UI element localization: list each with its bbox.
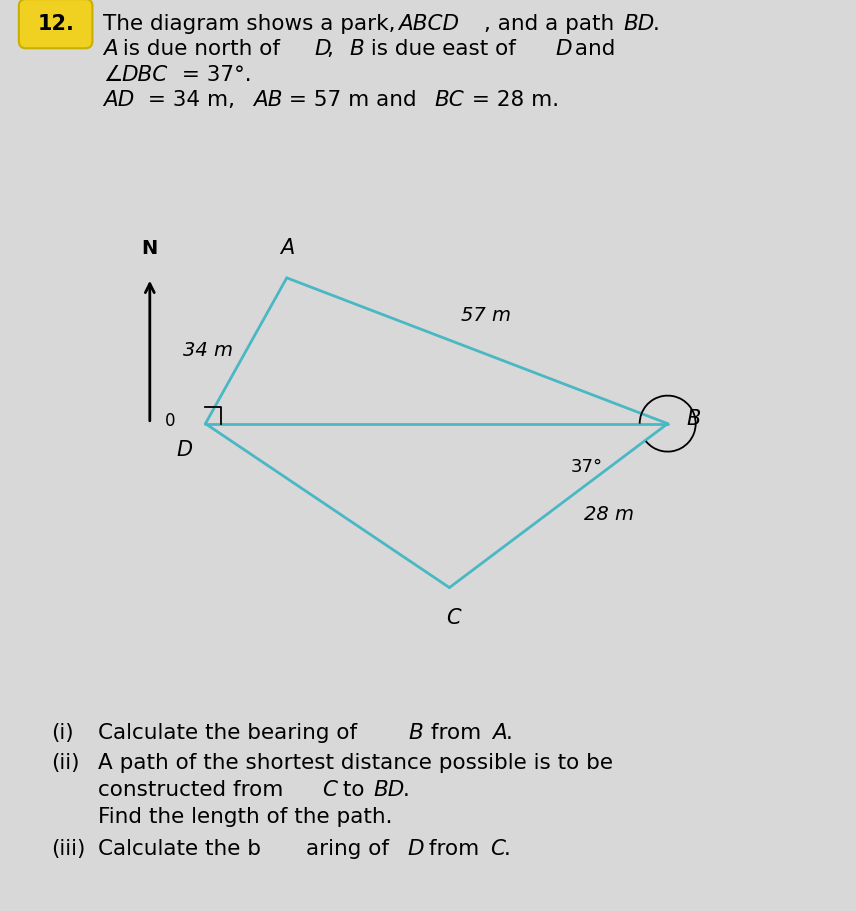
Text: BD: BD [373, 780, 405, 800]
Text: .: . [653, 14, 660, 34]
Text: is due east of: is due east of [364, 39, 522, 59]
Text: BD: BD [623, 14, 655, 34]
Text: N: N [142, 239, 158, 258]
Text: AD: AD [103, 90, 134, 110]
Text: B: B [687, 409, 701, 429]
Text: BC: BC [435, 90, 465, 110]
Text: (i): (i) [51, 723, 74, 743]
Text: aring of: aring of [306, 839, 396, 859]
Text: constructed from: constructed from [98, 780, 291, 800]
Text: The diagram shows a park,: The diagram shows a park, [103, 14, 402, 34]
Text: AB: AB [253, 90, 282, 110]
Text: is due north of: is due north of [116, 39, 287, 59]
Text: Find the length of the path.: Find the length of the path. [98, 807, 393, 827]
Text: D: D [407, 839, 424, 859]
Text: Calculate the bearing of: Calculate the bearing of [98, 723, 365, 743]
Text: D: D [556, 39, 572, 59]
FancyBboxPatch shape [19, 0, 92, 48]
Text: = 37°.: = 37°. [175, 65, 253, 85]
Text: C: C [446, 608, 461, 628]
Text: 28 m: 28 m [585, 506, 634, 524]
Text: D: D [176, 440, 193, 460]
Text: A: A [280, 238, 294, 258]
Text: 12.: 12. [37, 14, 74, 34]
Text: , and a path: , and a path [484, 14, 621, 34]
Text: C: C [490, 839, 506, 859]
Text: Calculate the b: Calculate the b [98, 839, 261, 859]
Text: (iii): (iii) [51, 839, 86, 859]
Text: A: A [492, 723, 507, 743]
Text: A: A [103, 39, 117, 59]
Text: (ii): (ii) [51, 752, 80, 773]
Text: 34 m: 34 m [183, 342, 233, 360]
Text: A path of the shortest distance possible is to be: A path of the shortest distance possible… [98, 752, 614, 773]
Text: .: . [504, 839, 511, 859]
Text: 57 m: 57 m [461, 306, 511, 325]
Text: D: D [314, 39, 330, 59]
Text: = 57 m and: = 57 m and [282, 90, 424, 110]
Text: from: from [422, 839, 486, 859]
Text: = 28 m.: = 28 m. [465, 90, 559, 110]
Text: .: . [403, 780, 410, 800]
Text: B: B [349, 39, 364, 59]
Text: to: to [336, 780, 371, 800]
Text: 0: 0 [165, 412, 175, 430]
Text: ABCD: ABCD [398, 14, 459, 34]
Text: 37°: 37° [570, 458, 603, 476]
Text: ,: , [327, 39, 341, 59]
Text: C: C [322, 780, 337, 800]
Text: B: B [408, 723, 423, 743]
Text: .: . [506, 723, 513, 743]
Text: and: and [568, 39, 615, 59]
Text: DBC: DBC [122, 65, 168, 85]
Text: = 34 m,: = 34 m, [141, 90, 242, 110]
Text: ∠: ∠ [103, 65, 122, 85]
Text: from: from [424, 723, 488, 743]
